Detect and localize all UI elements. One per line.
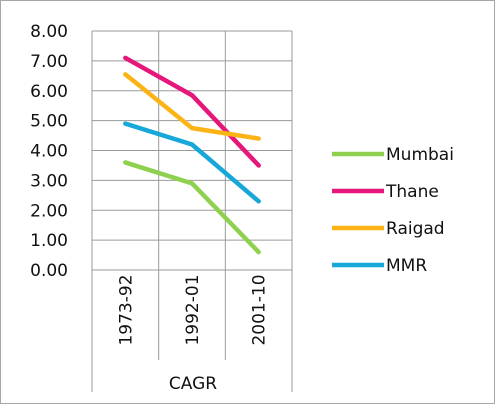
y-tick-label: 6.00: [30, 82, 68, 102]
y-tick-label: 1.00: [30, 231, 68, 251]
y-tick-label: 5.00: [30, 112, 68, 132]
y-tick-label: 2.00: [30, 201, 68, 221]
y-axis-tick-labels: 0.00 1.00 2.00 3.00 4.00 5.00 6.00 7.00 8.00: [30, 22, 68, 281]
series-line-mmr: [123, 121, 261, 204]
y-tick-label: 0.00: [30, 261, 68, 281]
legend-label: Thane: [385, 182, 439, 202]
legend-label: Mumbai: [386, 145, 454, 165]
y-tick-label: 3.00: [30, 171, 68, 191]
legend: Mumbai Thane Raigad MMR: [332, 145, 454, 276]
y-tick-label: 4.00: [30, 142, 68, 162]
x-category-label: 1992-01: [183, 274, 203, 345]
x-category-label: 1973-92: [116, 274, 136, 345]
y-tick-label: 7.00: [30, 52, 68, 72]
x-axis-category-labels: 1973-92 1992-01 2001-10: [116, 274, 269, 345]
y-tick-label: 8.00: [30, 22, 68, 42]
x-category-label: 2001-10: [250, 274, 270, 345]
series-line-thane: [123, 55, 261, 168]
gridlines: [92, 30, 292, 271]
legend-label: MMR: [386, 256, 427, 276]
x-axis-group-label: CAGR: [169, 374, 217, 394]
series-line-raigad: [123, 72, 261, 141]
series-line-mumbai: [123, 160, 261, 255]
series-lines: [123, 55, 261, 255]
legend-label: Raigad: [386, 219, 445, 239]
axes: [91, 31, 293, 392]
